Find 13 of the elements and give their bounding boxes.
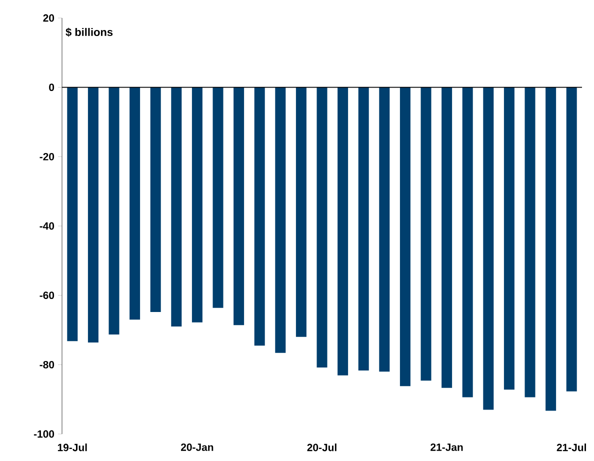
y-tick-label: 0 xyxy=(49,84,54,92)
y-axis-title: $ billions xyxy=(66,28,113,37)
x-tick-label: 20-Jul xyxy=(307,444,336,452)
y-tick-label: -80 xyxy=(40,360,54,368)
x-tick-label: 20-Jan xyxy=(180,444,214,451)
x-tick-label: 21-Jul xyxy=(556,444,586,452)
x-tick-label: 19-Jul xyxy=(58,444,87,452)
y-tick-label: 20 xyxy=(43,14,54,22)
y-tick-label: -40 xyxy=(40,222,54,230)
x-tick-label: 21-Jan xyxy=(430,444,463,451)
y-tick-label: -20 xyxy=(40,152,54,160)
y-tick-label: -60 xyxy=(40,292,54,300)
y-tick-label: -100 xyxy=(34,430,54,438)
